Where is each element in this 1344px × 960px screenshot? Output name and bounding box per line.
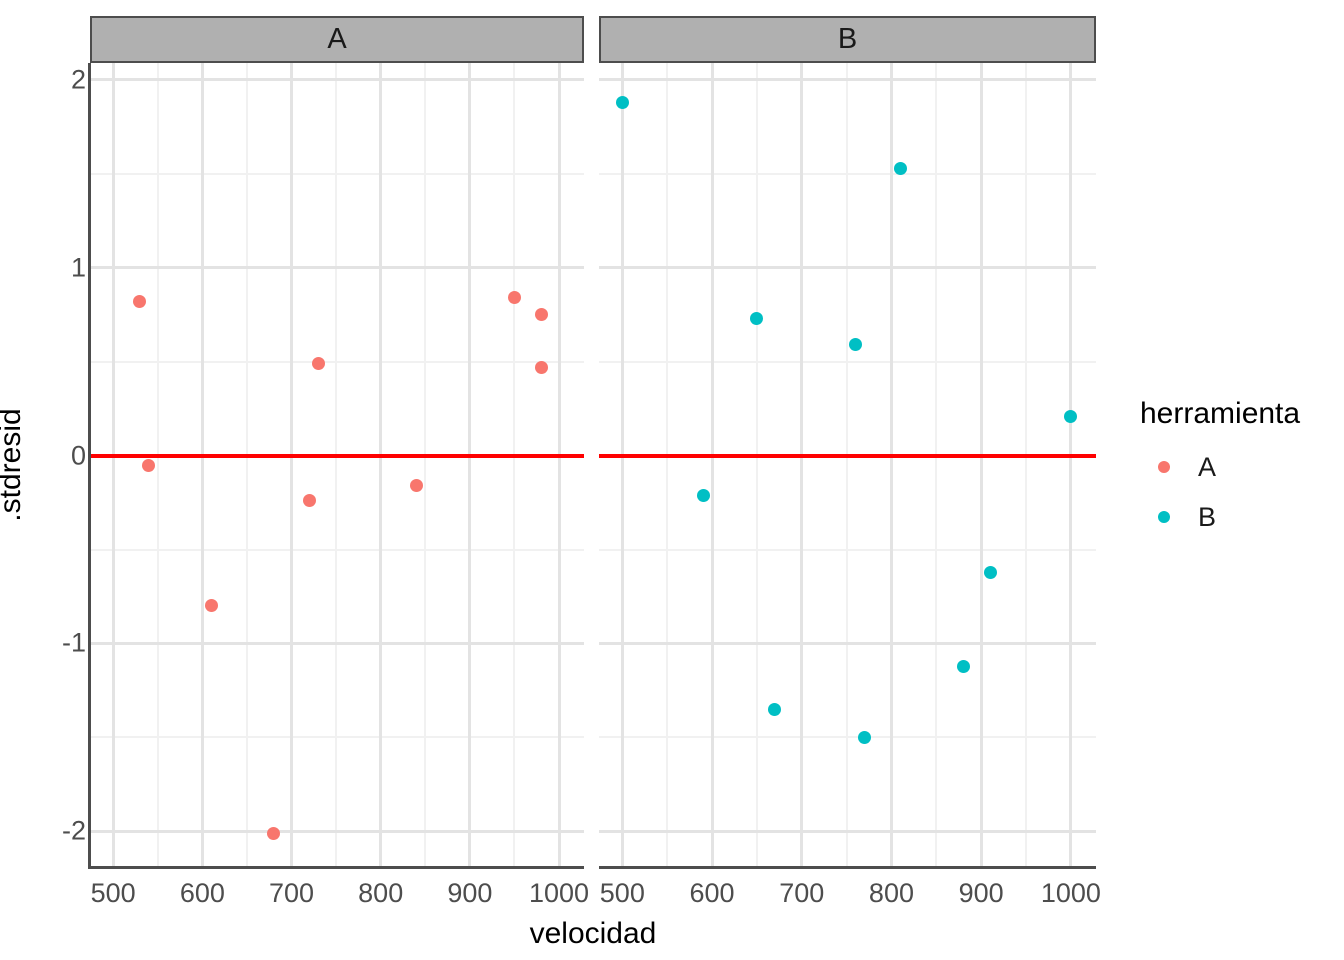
y-gridline-minor: [90, 172, 584, 175]
x-gridline-minor: [156, 63, 159, 867]
x-tick-label: 900: [958, 878, 1004, 908]
data-point-a: [204, 599, 218, 613]
y-axis-title: .stdresid: [0, 408, 27, 522]
data-point-b: [858, 730, 872, 744]
x-gridline-minor: [935, 63, 938, 867]
x-tick-label: 700: [779, 878, 825, 908]
y-gridline-minor: [599, 736, 1096, 739]
y-gridline-minor: [90, 360, 584, 363]
facet-panel-b: [599, 63, 1096, 867]
y-tick-label: 0: [70, 440, 86, 471]
x-gridline-major: [800, 63, 804, 867]
legend-key-dot: [1158, 461, 1170, 473]
data-point-a: [507, 291, 521, 305]
y-gridline-major: [90, 266, 584, 270]
x-tick-label: 500: [90, 878, 136, 908]
facet-strip-b: B: [599, 16, 1096, 63]
facet-strip-a-label: A: [327, 23, 347, 55]
x-tick-label: 600: [179, 878, 225, 908]
x-tick-label: 800: [358, 878, 404, 908]
x-gridline-minor: [245, 63, 248, 867]
x-gridline-major: [889, 63, 893, 867]
y-gridline-major: [599, 829, 1096, 833]
data-point-a: [302, 494, 316, 508]
x-gridline-minor: [845, 63, 848, 867]
data-point-a: [267, 826, 281, 840]
y-gridline-major: [599, 641, 1096, 645]
x-gridline-major: [290, 63, 294, 867]
y-gridline-minor: [599, 172, 1096, 175]
x-gridline-minor: [666, 63, 669, 867]
data-point-b: [768, 702, 782, 716]
x-gridline-minor: [1025, 63, 1028, 867]
data-point-b: [750, 311, 764, 325]
data-point-b: [893, 161, 907, 175]
legend-item-label: A: [1198, 451, 1217, 482]
y-tick-label: 2: [70, 64, 86, 95]
x-axis-line-panel-a: [88, 866, 584, 869]
x-tick-label: 900: [447, 878, 493, 908]
data-point-b: [849, 338, 863, 352]
legend-key-dot: [1158, 511, 1170, 523]
x-gridline-major: [557, 63, 561, 867]
x-tick-label: 700: [268, 878, 315, 908]
x-gridline-minor: [424, 63, 427, 867]
x-gridline-major: [379, 63, 383, 867]
x-gridline-major: [200, 63, 204, 867]
x-gridline-major: [620, 63, 624, 867]
data-point-a: [133, 295, 147, 309]
data-point-b: [983, 565, 997, 579]
y-gridline-minor: [90, 548, 584, 551]
facet-panel-a: [90, 63, 584, 867]
y-gridline-major: [599, 266, 1096, 270]
x-gridline-major: [979, 63, 983, 867]
y-gridline-major: [90, 78, 584, 82]
y-tick-label: 1: [70, 252, 86, 283]
data-point-b: [956, 659, 970, 673]
data-point-a: [311, 357, 325, 371]
x-gridline-minor: [755, 63, 758, 867]
legend-title: herramienta: [1140, 397, 1301, 430]
zero-reference-line: [90, 453, 584, 458]
x-tick-label: 600: [689, 878, 735, 908]
facet-strip-a: A: [90, 16, 584, 63]
x-gridline-major: [1069, 63, 1073, 867]
y-gridline-major: [599, 78, 1096, 82]
data-point-b: [696, 488, 710, 502]
y-gridline-minor: [90, 736, 584, 739]
legend-item-label: B: [1198, 501, 1217, 532]
legend-item-b: B: [1140, 492, 1300, 542]
data-point-a: [534, 308, 548, 322]
x-tick-label: 1000: [1040, 878, 1101, 908]
data-point-a: [534, 360, 548, 374]
y-tick-label: -2: [61, 815, 86, 846]
data-point-a: [409, 479, 423, 493]
x-tick-label: 800: [868, 878, 914, 908]
x-gridline-major: [111, 63, 115, 867]
legend-item-a: A: [1140, 442, 1300, 492]
x-tick-label: 500: [599, 878, 645, 908]
x-axis-title: velocidad: [529, 917, 657, 950]
x-gridline-minor: [335, 63, 338, 867]
zero-reference-line: [599, 453, 1096, 458]
x-gridline-major: [710, 63, 714, 867]
y-gridline-minor: [599, 548, 1096, 551]
y-gridline-major: [90, 641, 584, 645]
x-tick-label: 1000: [528, 878, 590, 908]
facet-strip-b-label: B: [837, 23, 858, 55]
data-point-a: [142, 458, 156, 472]
x-gridline-major: [468, 63, 472, 867]
y-gridline-minor: [599, 360, 1096, 363]
y-tick-label: -1: [61, 627, 86, 658]
y-gridline-major: [90, 829, 584, 833]
x-gridline-minor: [513, 63, 516, 867]
y-axis-line: [88, 63, 91, 869]
x-axis-line-panel-b: [599, 866, 1096, 869]
data-point-b: [615, 95, 629, 109]
data-point-b: [1064, 409, 1078, 423]
